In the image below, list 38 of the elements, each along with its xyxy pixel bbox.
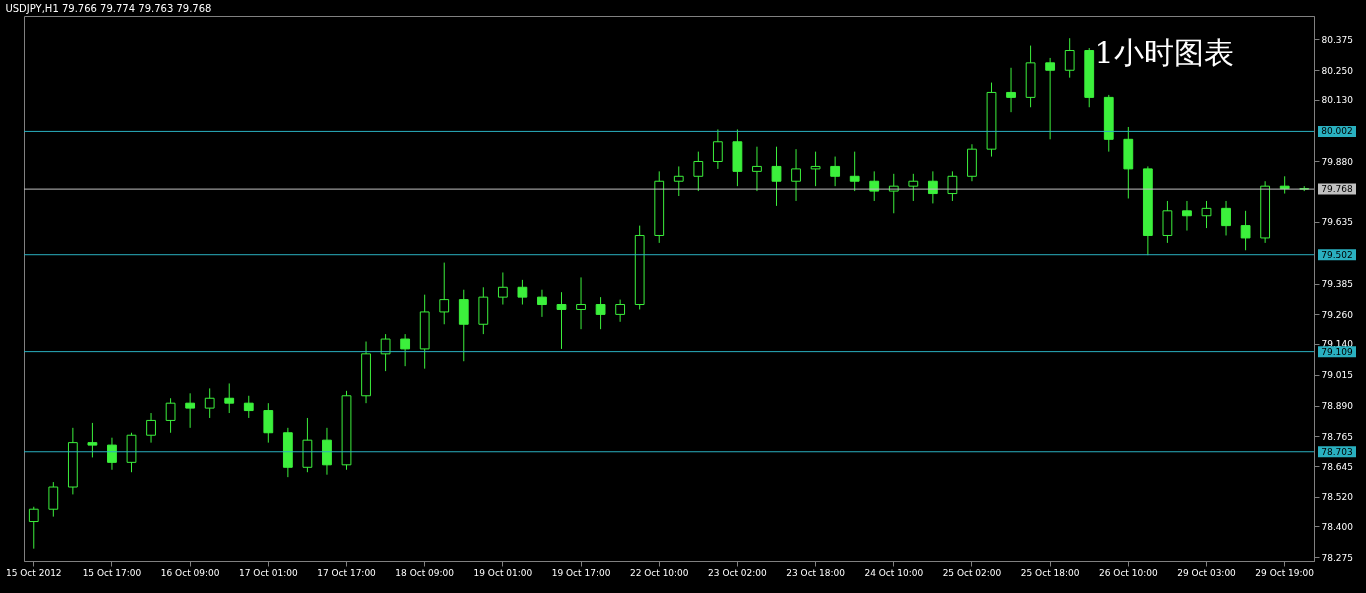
ref-line-label: 79.109 [1321, 346, 1354, 357]
ref-line-label: 80.002 [1321, 126, 1353, 137]
x-tick-label: 18 Oct 09:00 [395, 567, 455, 578]
ref-line-label: 79.768 [1321, 184, 1354, 195]
x-tick-label: 25 Oct 18:00 [1020, 567, 1080, 578]
y-tick-label: 78.645 [1321, 461, 1353, 472]
x-tick-label: 15 Oct 17:00 [82, 567, 142, 578]
y-tick-label: 79.635 [1321, 217, 1353, 228]
x-tick-label: 17 Oct 17:00 [317, 567, 377, 578]
x-tick-label: 24 Oct 10:00 [864, 567, 924, 578]
y-tick-label: 78.400 [1321, 521, 1354, 532]
y-tick-label: 80.250 [1321, 65, 1354, 76]
x-tick-label: 15 Oct 2012 [5, 567, 62, 578]
y-tick-label: 78.520 [1321, 492, 1354, 503]
ref-line-label: 78.703 [1321, 446, 1353, 457]
y-tick-label: 79.260 [1321, 309, 1354, 320]
y-tick-label: 79.385 [1321, 279, 1353, 290]
y-tick-label: 80.130 [1321, 95, 1354, 106]
y-tick-label: 78.275 [1321, 552, 1353, 563]
x-tick-label: 23 Oct 02:00 [708, 567, 768, 578]
x-tick-label: 29 Oct 19:00 [1255, 567, 1315, 578]
y-tick-label: 80.375 [1321, 34, 1353, 45]
x-tick-label: 19 Oct 01:00 [473, 567, 533, 578]
ref-line-label: 79.502 [1321, 249, 1353, 260]
y-tick-label: 79.880 [1321, 157, 1354, 167]
x-tick-label: 26 Oct 10:00 [1098, 567, 1158, 578]
annotation: 1小时图表 [1094, 35, 1234, 70]
x-tick-label: 23 Oct 18:00 [786, 567, 846, 578]
x-tick-label: 29 Oct 03:00 [1177, 567, 1237, 578]
x-tick-label: 16 Oct 09:00 [160, 567, 220, 578]
x-tick-label: 19 Oct 17:00 [551, 567, 611, 578]
x-tick-label: 17 Oct 01:00 [238, 567, 298, 578]
y-tick-label: 79.015 [1321, 370, 1353, 381]
y-tick-label: 78.890 [1321, 401, 1354, 412]
y-tick-label: 78.765 [1321, 431, 1353, 442]
chart-title: USDJPY,H1 79.766 79.774 79.763 79.768 [5, 3, 212, 14]
x-tick-label: 25 Oct 02:00 [942, 567, 1002, 578]
x-tick-label: 22 Oct 10:00 [629, 567, 689, 578]
